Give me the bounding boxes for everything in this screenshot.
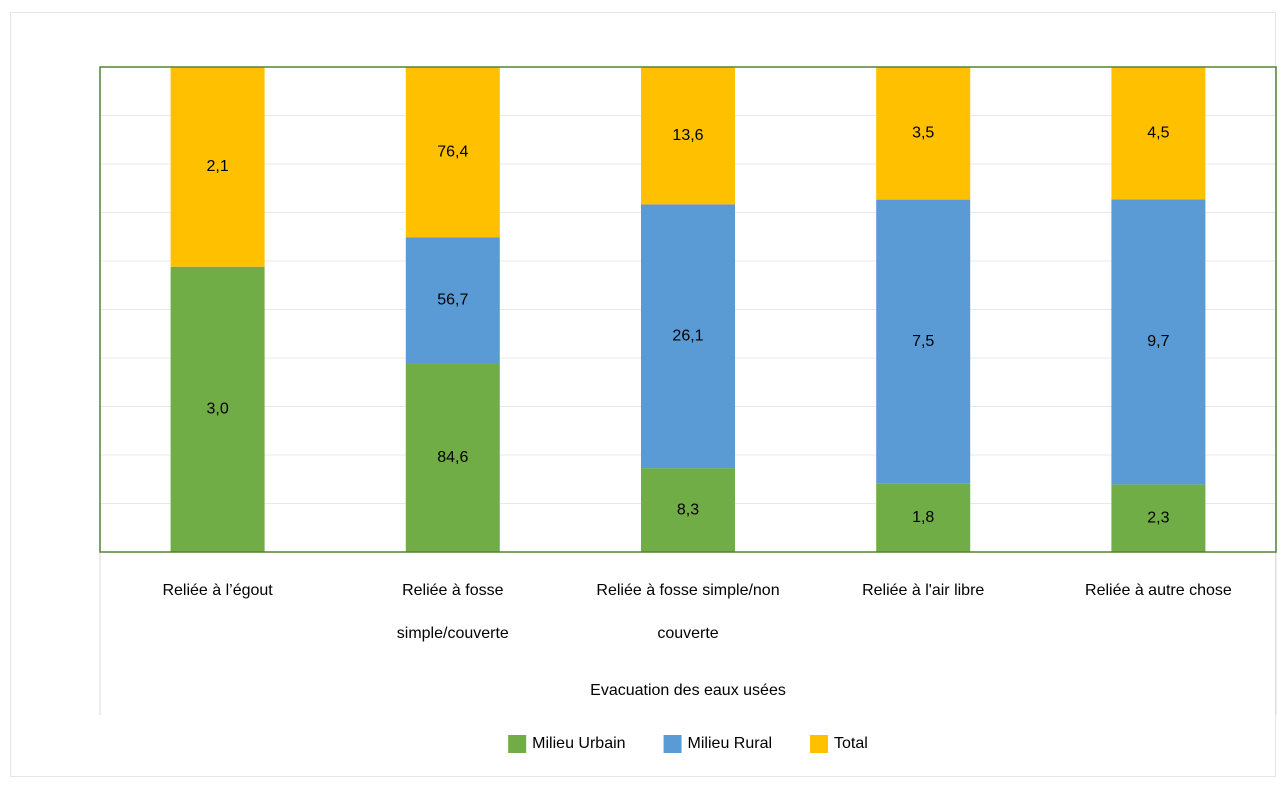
bar-segment [1111, 484, 1206, 552]
bar-segment [405, 67, 500, 238]
x-tick-label: Reliée à l'air libre [862, 582, 984, 599]
x-tick-label: Reliée à fosse simple/non couverte [596, 582, 779, 642]
bar-segment [641, 468, 735, 552]
legend-label: Total [834, 735, 868, 752]
x-tick-label-line: Reliée à autre chose [1085, 582, 1232, 599]
data-label: 84,6 [437, 449, 468, 466]
data-label: 56,7 [437, 292, 468, 309]
legend-label: Milieu Urbain [532, 735, 625, 752]
legend-swatch [810, 735, 829, 753]
x-axis-title: Evacuation des eaux usées [590, 682, 786, 699]
data-label: 13,6 [672, 127, 703, 144]
bar-segment [1111, 67, 1206, 200]
x-tick-label: Reliée à autre chose [1085, 582, 1232, 599]
bar-segment [405, 237, 500, 364]
data-label: 2,3 [1147, 509, 1169, 526]
bar-segment [170, 67, 265, 267]
x-tick-label: Reliée à l’égout [162, 582, 273, 599]
bar-segment [170, 266, 265, 552]
legend-swatch [508, 735, 527, 753]
x-tick-label-line: Reliée à fosse [402, 582, 503, 599]
bar-segment [876, 483, 971, 552]
data-label: 3,0 [206, 401, 228, 418]
bar-segment [1111, 199, 1206, 485]
bar-segment [641, 67, 735, 205]
x-tick-label-line: Reliée à l'air libre [862, 582, 984, 599]
bar-segment [876, 199, 971, 484]
x-tick-label-line: Reliée à l’égout [162, 582, 273, 599]
plot-border [99, 66, 1277, 553]
data-label: 7,5 [912, 333, 934, 350]
bar-segment [405, 363, 500, 552]
data-label: 9,7 [1147, 333, 1169, 350]
data-label: 3,5 [912, 125, 934, 142]
x-tick-label-line: couverte [657, 625, 718, 642]
bar-segment [876, 67, 971, 200]
legend-swatch [663, 735, 682, 753]
x-tick-label-line: Reliée à fosse simple/non [596, 582, 779, 599]
data-label: 1,8 [912, 509, 934, 526]
bar-segment [641, 204, 735, 469]
legend-label: Milieu Rural [688, 735, 772, 752]
x-tick-label-line: simple/couverte [397, 625, 509, 642]
x-tick-label: Reliée à fosse simple/couverte [397, 582, 509, 642]
data-label: 4,5 [1147, 124, 1169, 141]
data-label: 76,4 [437, 143, 468, 160]
data-label: 2,1 [206, 158, 228, 175]
data-label: 26,1 [672, 327, 703, 344]
data-label: 8,3 [677, 501, 699, 518]
